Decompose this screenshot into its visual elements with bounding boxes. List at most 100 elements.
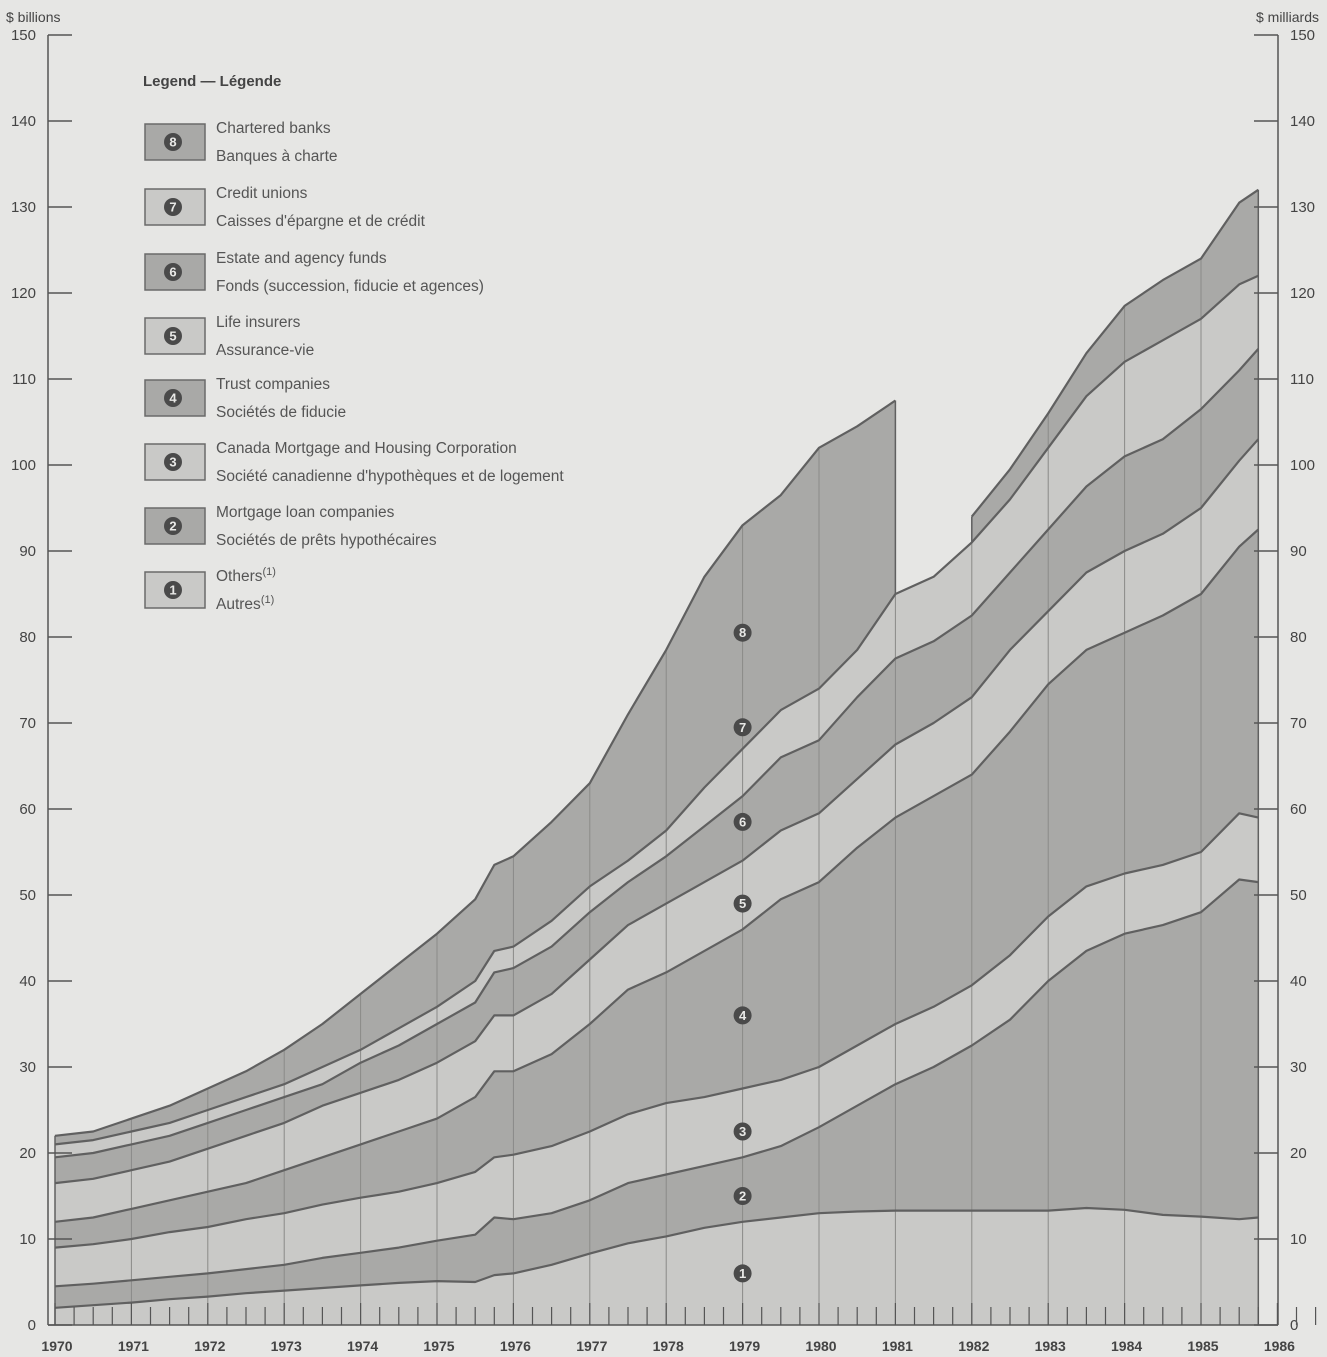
legend-badge: 8 [164, 133, 182, 151]
y-tick-label-left: 70 [19, 715, 36, 732]
x-tick-label: 1986 [1264, 1338, 1295, 1354]
badge-circle [733, 1187, 752, 1205]
y-tick-label-right: 20 [1290, 1145, 1307, 1162]
y-tick-label-left: 80 [19, 629, 36, 646]
legend-label-fr: Sociétés de prêts hypothécaires [216, 532, 437, 549]
x-tick-label: 1985 [1187, 1338, 1218, 1354]
legend-footnote-marker: (1) [263, 566, 276, 578]
legend-label-fr: Assurance-vie [216, 342, 314, 359]
legend-item-3: 3 Canada Mortgage and Housing Corporation… [144, 440, 564, 485]
series-line-6 [54, 348, 1260, 1159]
x-tick-label: 1977 [576, 1338, 607, 1354]
band-series-7 [55, 275, 1259, 1158]
badge-circle [164, 389, 182, 407]
band-marker-3: 3 [733, 1122, 752, 1141]
y-tick-label-left: 50 [19, 887, 36, 904]
badge-number: 5 [169, 329, 176, 344]
badge-circle [733, 1006, 752, 1025]
x-tick-label: 1971 [118, 1338, 149, 1354]
badge-number: 3 [739, 1124, 746, 1139]
x-tick-label: 1976 [500, 1338, 531, 1354]
legend: Legend — Légende 8 Chartered banks Banques… [143, 73, 564, 613]
badge-number: 6 [739, 814, 746, 829]
badge-circle [733, 812, 752, 831]
legend-item-5: 5 Life insurers Assurance-vie [144, 314, 314, 359]
x-tick-label: 1973 [271, 1338, 302, 1354]
badge-number: 5 [739, 896, 746, 911]
legend-label-en: Mortgage loan companies [216, 504, 395, 521]
legend-label-fr: Sociétés de fiducie [216, 404, 346, 421]
band-series-4 [55, 529, 1259, 1248]
legend-badge: 4 [164, 389, 182, 407]
badge-circle [164, 517, 182, 535]
band-markers: 8 7 6 5 4 3 2 1 [733, 623, 752, 1283]
y-tick-label-right: 30 [1290, 1059, 1307, 1076]
band-marker-8: 8 [733, 623, 752, 642]
legend-label-en: Credit unions [216, 185, 308, 202]
x-tick-label: 1984 [1111, 1338, 1142, 1354]
y-tick-label-right: 0 [1290, 1317, 1298, 1334]
band-marker-2: 2 [733, 1187, 752, 1205]
badge-circle [164, 198, 182, 216]
legend-label-en: Trust companies [216, 376, 330, 393]
y-tick-label-left: 0 [28, 1317, 36, 1334]
y-tick-label-right: 50 [1290, 887, 1307, 904]
y-tick-label-left: 20 [19, 1145, 36, 1162]
y-tick-label-left: 110 [12, 371, 36, 388]
year-gridlines [130, 258, 1202, 1325]
y-tick-label-right: 80 [1290, 629, 1307, 646]
legend-label-en: Others(1) [216, 566, 276, 585]
y-tick-label-right: 70 [1290, 715, 1307, 732]
badge-number: 4 [169, 391, 177, 406]
band-marker-4: 4 [733, 1006, 752, 1025]
y-axis-unit-right: $ milliards [1256, 9, 1319, 25]
badge-number: 3 [169, 455, 176, 470]
series-line-7 [54, 274, 1259, 1146]
legend-item-8: 8 Chartered banks Banques à charte [144, 120, 338, 165]
badge-circle [164, 263, 182, 281]
band-series-3 [55, 813, 1259, 1287]
y-tick-label-left: 150 [11, 27, 36, 44]
band-marker-5: 5 [733, 894, 752, 913]
badge-number: 2 [739, 1189, 746, 1204]
series-line-8 [54, 188, 1259, 1137]
badge-circle [733, 894, 752, 913]
legend-label-en: Canada Mortgage and Housing Corporation [216, 440, 517, 457]
band-series-1 [55, 1208, 1259, 1325]
legend-label-en: Estate and agency funds [216, 250, 387, 267]
legend-title: Legend — Légende [143, 73, 281, 90]
legend-label-en: Chartered banks [216, 120, 331, 137]
band-series-8-part-1 [55, 400, 896, 1145]
y-tick-label-left: 10 [19, 1231, 36, 1248]
x-tick-label: 1980 [805, 1338, 836, 1354]
badge-number: 7 [739, 720, 746, 735]
legend-item-2: 2 Mortgage loan companies Sociétés de prêt… [144, 504, 437, 549]
y-tick-label-left: 30 [19, 1059, 36, 1076]
legend-badge: 6 [164, 263, 182, 281]
badge-circle [733, 623, 752, 642]
badge-circle [733, 1122, 752, 1141]
x-tick-label: 1975 [423, 1338, 454, 1354]
series-line-2 [54, 878, 1259, 1288]
y-tick-label-right: 150 [1290, 27, 1315, 44]
series-line-4 [54, 528, 1260, 1223]
x-tick-label: 1972 [194, 1338, 225, 1354]
badge-number: 8 [169, 135, 176, 150]
band-series-8-part-2 [971, 189, 1259, 543]
band-marker-7: 7 [733, 718, 752, 737]
badge-circle [733, 718, 752, 737]
y-tick-label-right: 40 [1290, 973, 1307, 990]
y-tick-label-left: 100 [11, 457, 36, 474]
badge-number: 4 [739, 1008, 747, 1023]
x-tick-label: 1981 [882, 1338, 913, 1354]
legend-footnote-marker: (1) [261, 594, 274, 606]
y-tick-label-left: 40 [19, 973, 36, 990]
y-tick-label-right: 100 [1290, 457, 1315, 474]
badge-number: 8 [739, 625, 746, 640]
legend-item-1: 1 Others(1) Autres(1) [144, 566, 276, 613]
y-tick-label-right: 120 [1290, 285, 1315, 302]
badge-circle [164, 581, 182, 599]
badge-number: 7 [169, 200, 176, 215]
